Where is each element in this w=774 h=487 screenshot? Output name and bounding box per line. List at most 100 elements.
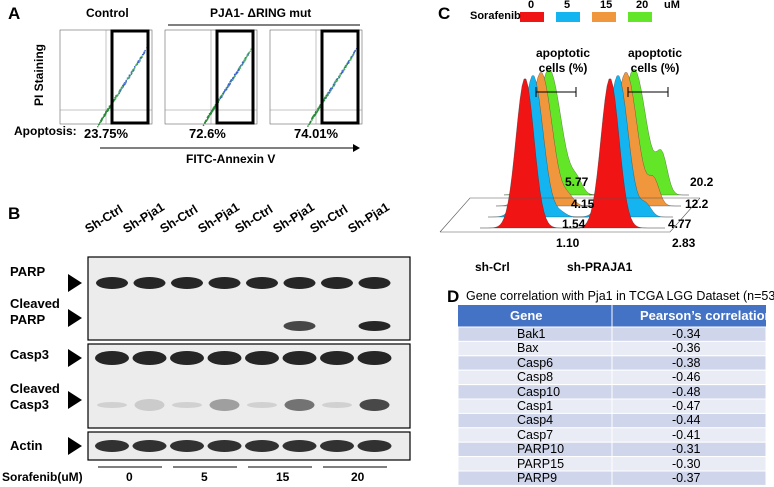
row-arrow — [68, 437, 82, 455]
event-dot — [328, 91, 331, 94]
gate-box — [320, 29, 360, 125]
gene-cell: PARP9 — [517, 471, 558, 485]
gene-cell: PARP15 — [517, 456, 565, 471]
event-dot — [109, 106, 111, 109]
dose-label: 5 — [201, 470, 208, 484]
event-dot — [347, 61, 350, 63]
correlation-cell: -0.48 — [672, 384, 701, 399]
event-dot — [244, 58, 246, 60]
event-dot — [336, 79, 338, 82]
event-dot — [340, 72, 343, 75]
event-dot — [345, 65, 347, 68]
legend-label: 20 — [636, 0, 649, 11]
event-dot — [241, 64, 243, 66]
group-label: PJA1- ΔRING mut — [210, 6, 312, 20]
event-dot — [232, 77, 234, 79]
event-dot — [317, 109, 319, 112]
correlation-cell: -0.30 — [672, 456, 701, 471]
correlation-cell: -0.38 — [672, 355, 701, 370]
event-dot — [204, 121, 207, 124]
band — [207, 440, 242, 452]
event-dot — [341, 70, 343, 72]
event-dot — [137, 62, 139, 64]
band — [247, 402, 277, 408]
apoptotic-value: 12.2 — [685, 197, 709, 211]
group-label: sh-PRAJA1 — [567, 260, 633, 274]
event-dot — [326, 93, 328, 95]
event-dot — [250, 48, 252, 50]
band — [357, 351, 392, 365]
event-dot — [127, 77, 130, 79]
event-dot — [333, 82, 336, 84]
event-dot — [226, 87, 229, 89]
apoptotic-value: 2.83 — [672, 236, 696, 250]
event-dot — [325, 95, 327, 97]
panel-letter: A — [8, 4, 21, 23]
correlation-cell: -0.44 — [672, 413, 701, 428]
event-dot — [224, 90, 226, 92]
event-dot — [105, 111, 107, 114]
correlation-cell: -0.37 — [672, 471, 701, 485]
legend-label: 5 — [564, 0, 571, 11]
event-dot — [247, 54, 249, 56]
band — [133, 277, 166, 289]
band — [357, 440, 392, 452]
event-dot — [316, 110, 319, 113]
event-dot — [143, 51, 145, 53]
event-dot — [234, 75, 236, 77]
event-dot — [202, 124, 205, 127]
event-dot — [346, 62, 348, 65]
event-dot — [212, 108, 214, 110]
event-dot — [143, 52, 145, 55]
event-dot — [342, 70, 345, 72]
band — [245, 351, 279, 365]
correlation-cell: -0.41 — [672, 427, 701, 442]
legend-label: 0 — [528, 0, 535, 11]
event-dot — [335, 78, 338, 81]
band — [245, 440, 279, 452]
legend-swatch — [556, 12, 580, 22]
band — [358, 321, 391, 331]
table-title: Gene correlation with Pja1 in TCGA LGG D… — [466, 289, 774, 303]
event-dot — [101, 118, 103, 120]
dose-label: 20 — [351, 470, 365, 484]
event-dot — [139, 58, 141, 60]
event-dot — [329, 90, 332, 92]
band — [284, 399, 315, 411]
group-label: sh-Crl — [475, 260, 510, 274]
row-arrow — [68, 391, 82, 409]
event-dot — [333, 83, 335, 86]
apoptosis-label: Apoptosis: — [14, 124, 77, 138]
event-dot — [133, 66, 136, 68]
header-cell: Pearson’s correlation — [640, 308, 773, 323]
band — [358, 277, 391, 289]
event-dot — [311, 119, 313, 121]
legend-unit: uM — [664, 0, 680, 11]
event-dot — [229, 83, 231, 85]
band — [132, 351, 167, 365]
band — [170, 351, 204, 365]
event-dot — [243, 59, 245, 61]
event-dot — [213, 106, 215, 108]
event-dot — [117, 93, 119, 96]
event-dot — [231, 79, 233, 81]
histogram — [479, 78, 580, 229]
event-dot — [242, 60, 245, 63]
event-dot — [103, 115, 105, 117]
band — [246, 277, 278, 289]
apoptosis-value: 23.75% — [84, 126, 129, 141]
event-dot — [228, 83, 230, 86]
event-dot — [207, 115, 209, 118]
gene-cell: Bak1 — [517, 327, 546, 341]
band — [321, 277, 353, 289]
protein-label: PARP — [10, 264, 46, 279]
gene-cell: Casp7 — [517, 427, 554, 442]
event-dot — [315, 110, 317, 113]
event-dot — [234, 73, 236, 75]
gene-cell: Casp8 — [517, 370, 554, 385]
event-dot — [133, 69, 135, 72]
band — [282, 440, 317, 452]
annotation: apoptotic cells (%) — [536, 46, 590, 75]
event-dot — [125, 80, 128, 82]
event-dot — [124, 82, 126, 85]
